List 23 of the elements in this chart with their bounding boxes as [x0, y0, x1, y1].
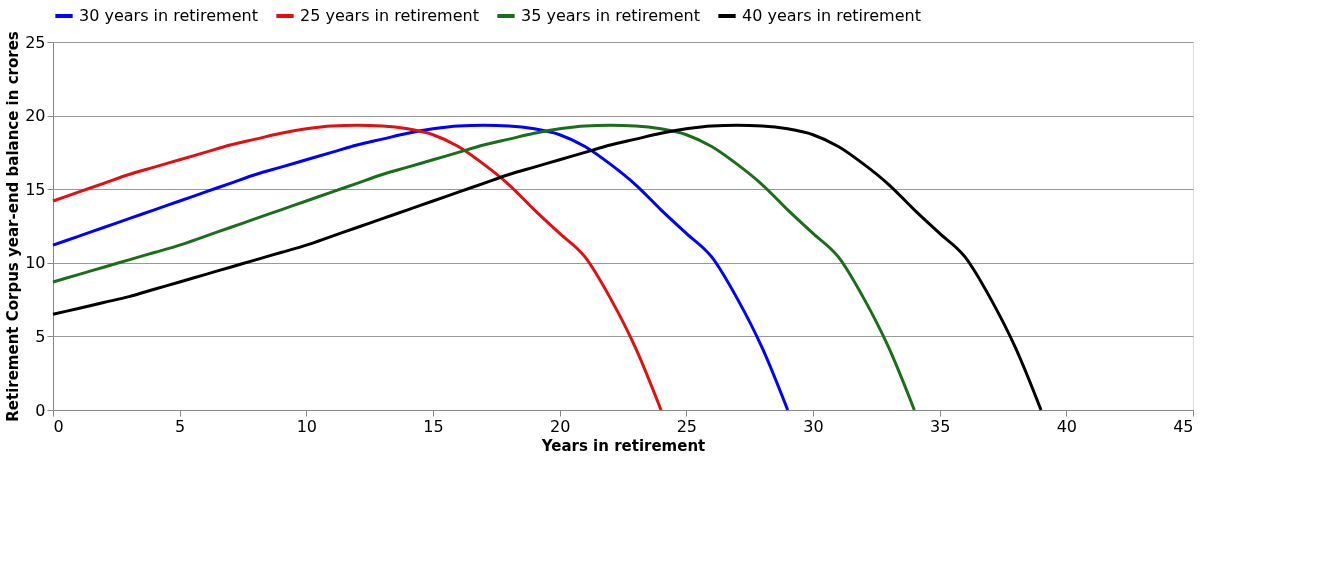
x-axis-title: Years in retirement [540, 436, 706, 455]
x-tick-label: 5 [175, 416, 186, 436]
x-tick-label: 45 [1173, 416, 1194, 436]
x-tick-label: 25 [676, 416, 698, 436]
y-tick-label: 0 [35, 400, 46, 420]
legend-label: 40 years in retirement [742, 6, 921, 25]
y-tick-label: 5 [35, 326, 46, 346]
x-tick-label: 30 [803, 416, 824, 436]
x-tick-label: 40 [1056, 416, 1078, 436]
line-series [51, 123, 663, 412]
y-axis-title: Retirement Corpus year-end balance in crores [4, 31, 23, 422]
x-tick-label: 35 [929, 416, 951, 436]
y-tick-label: 15 [25, 179, 46, 199]
y-tick-label: 20 [25, 106, 46, 126]
x-tick-label: 10 [296, 416, 318, 436]
x-tick-label: 20 [549, 416, 571, 436]
y-tick-label: 10 [25, 253, 46, 273]
legend-label: 25 years in retirement [300, 6, 479, 25]
x-tick-label: 15 [423, 416, 444, 436]
legend-label: 35 years in retirement [521, 6, 700, 25]
x-tick-label: 0 [53, 416, 64, 436]
y-tick-label: 25 [25, 32, 46, 52]
legend-label: 30 years in retirement [79, 6, 258, 25]
